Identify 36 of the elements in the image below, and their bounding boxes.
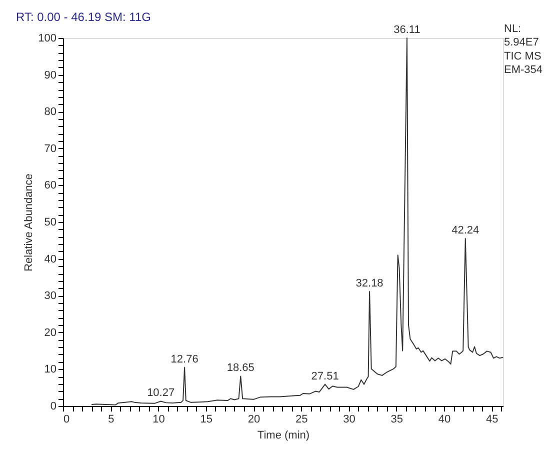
y-tick-label: 10: [44, 364, 56, 376]
x-tick-label: 40: [438, 414, 451, 426]
x-tick-label: 15: [200, 414, 213, 426]
annotation: 32.18: [356, 278, 384, 290]
annotation: 18.65: [226, 362, 254, 374]
annotation: 10.27: [147, 387, 175, 400]
x-tick-label: 20: [248, 414, 260, 426]
annotation: 12.76: [170, 353, 198, 366]
x-tick-label: 35: [390, 414, 404, 426]
x-axis-title: Time (min): [257, 430, 310, 442]
text: TIC MS: [504, 50, 542, 62]
annotation: 42.24: [452, 224, 480, 237]
y-tick-label: 60: [44, 180, 56, 192]
y-tick-label: 20: [44, 326, 56, 339]
y-tick-label: 0: [50, 400, 56, 412]
annotation: 27.51: [311, 370, 339, 382]
x-tick-label: 25: [296, 414, 308, 426]
x-tick-label: 10: [152, 414, 165, 426]
text: 5.94E7: [504, 36, 539, 49]
y-axis-title: Relative Abundance: [23, 174, 36, 272]
x-tick-label: 5: [108, 414, 114, 426]
y-tick-label: 100: [38, 32, 56, 44]
x-tick-label: 0: [64, 414, 70, 426]
text: EM-354: [504, 64, 543, 76]
y-tick-label: 70: [44, 142, 56, 155]
y-tick-label: 40: [44, 253, 56, 266]
x-tick-label: 30: [343, 414, 356, 426]
y-tick-label: 80: [44, 106, 56, 118]
y-tick-label: 90: [44, 69, 56, 82]
chart-title: RT: 0.00 - 46.19 SM: 11G: [16, 10, 151, 24]
annotation: 36.11: [394, 24, 420, 36]
line-series: [91, 38, 504, 406]
text: NL:: [504, 23, 522, 35]
y-tick-label: 30: [44, 290, 56, 302]
y-tick-label: 50: [44, 216, 56, 228]
x-tick-label: 45: [486, 414, 498, 426]
